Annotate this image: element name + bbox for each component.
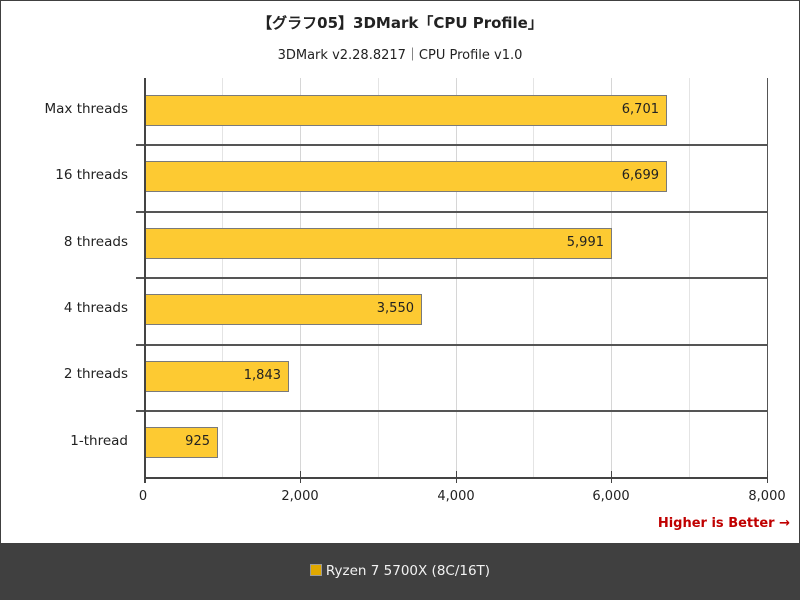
legend-label: Ryzen 7 5700X (8C/16T) <box>325 563 491 579</box>
x-tick-label: 2,000 <box>281 489 319 504</box>
bar-value: 3,550 <box>376 301 414 316</box>
chart-subtitle: 3DMark v2.28.8217｜CPU Profile v1.0 <box>277 48 523 63</box>
bar-2-threads: 1,843 <box>145 361 289 392</box>
x-tick <box>300 471 301 483</box>
chart-title: 【グラフ05】3DMark「CPU Profile」 <box>257 14 543 32</box>
bar-value: 6,699 <box>621 168 659 183</box>
x-tick <box>144 471 145 483</box>
x-tick-label: 4,000 <box>437 489 475 504</box>
bar-value: 1,843 <box>243 368 281 383</box>
bar-value: 925 <box>185 434 210 449</box>
row-separator <box>136 211 767 213</box>
chart-frame <box>0 0 800 543</box>
category-label: 1-thread <box>70 433 128 449</box>
category-label: 8 threads <box>63 234 128 250</box>
legend: Ryzen 7 5700X (8C/16T) <box>0 563 800 579</box>
x-tick <box>456 471 457 483</box>
row-separator <box>136 277 767 279</box>
legend-swatch-icon <box>309 564 322 576</box>
category-label: 16 threads <box>55 167 128 183</box>
bar-value: 5,991 <box>566 235 604 250</box>
bar-16-threads: 6,699 <box>145 161 667 192</box>
bar-value: 6,701 <box>621 102 659 117</box>
x-tick-label: 0 <box>138 489 148 504</box>
bar-4-threads: 3,550 <box>145 294 422 325</box>
x-tick <box>611 471 612 483</box>
bar-8-threads: 5,991 <box>145 228 612 259</box>
legend-bar: Ryzen 7 5700X (8C/16T) <box>0 543 800 600</box>
x-tick <box>767 471 768 483</box>
row-separator <box>136 344 767 346</box>
category-label: 2 threads <box>63 366 128 382</box>
category-label: 4 threads <box>63 300 128 316</box>
x-tick-label: 6,000 <box>592 489 630 504</box>
x-tick-label: 8,000 <box>748 489 786 504</box>
row-separator <box>136 410 767 412</box>
row-separator <box>136 144 767 146</box>
bar-1-thread: 925 <box>145 427 218 458</box>
bar-max-threads: 6,701 <box>145 95 667 126</box>
y-axis <box>144 78 146 483</box>
higher-is-better-note: Higher is Better → <box>657 516 790 531</box>
category-label: Max threads <box>44 101 129 117</box>
